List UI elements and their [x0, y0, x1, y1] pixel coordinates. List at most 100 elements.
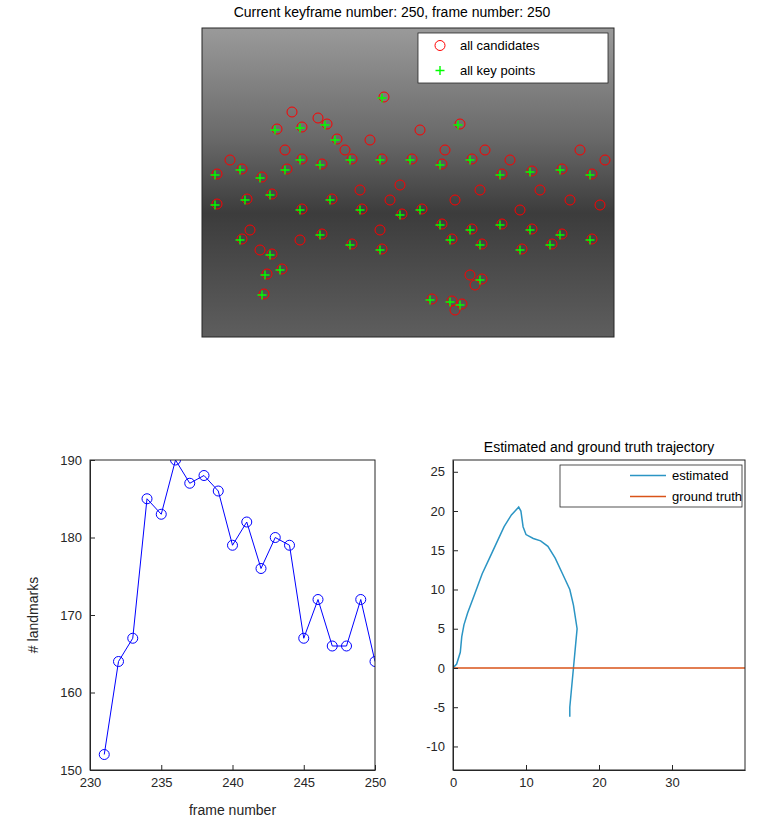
data-point — [297, 204, 307, 214]
y-tick-mark — [90, 538, 95, 539]
data-point — [355, 185, 365, 195]
data-point — [236, 166, 245, 175]
data-point — [395, 180, 405, 190]
data-point — [317, 159, 327, 169]
x-tick: 240 — [222, 765, 244, 790]
y-tick-mark — [453, 629, 458, 630]
x-axis-title: frame number — [189, 802, 276, 818]
y-tick-label: 150 — [60, 763, 82, 778]
data-point — [256, 564, 266, 574]
data-point — [556, 231, 565, 240]
data-point — [262, 269, 272, 279]
data-point — [515, 205, 525, 215]
data-point — [407, 154, 417, 164]
data-point — [505, 155, 515, 165]
y-tick-label: 15 — [431, 543, 445, 558]
plot-frame — [202, 28, 614, 337]
data-point — [556, 166, 565, 175]
data-point — [267, 249, 277, 259]
data-point — [457, 299, 467, 309]
data-point — [272, 124, 282, 134]
data-point — [526, 168, 535, 177]
data-point — [228, 540, 238, 550]
data-point — [437, 159, 447, 169]
data-point — [257, 172, 267, 182]
image-panel: Current keyframe number: 250, frame numb… — [202, 4, 614, 337]
y-tick: -10 — [426, 739, 458, 754]
data-point — [516, 246, 525, 255]
data-point — [171, 460, 181, 465]
plot-area — [99, 460, 375, 760]
y-tick-mark — [453, 589, 458, 590]
data-point — [496, 171, 505, 180]
y-axis-line — [453, 461, 454, 771]
points — [211, 92, 611, 315]
data-point — [370, 657, 375, 667]
data-point — [346, 156, 355, 165]
plot-frame — [90, 460, 375, 770]
data-point — [280, 145, 290, 155]
landmarks-panel: 230235240245250150160170180190frame numb… — [25, 453, 386, 818]
chart-title: Current keyframe number: 250, frame numb… — [234, 4, 551, 20]
x-tick-mark — [599, 765, 600, 770]
data-point — [456, 301, 465, 310]
data-point — [270, 533, 280, 543]
x-tick-mark — [233, 765, 234, 770]
data-point — [212, 199, 222, 209]
data-point — [466, 156, 475, 165]
data-point — [546, 241, 555, 250]
y-tick-label: 180 — [60, 530, 82, 545]
data-point — [236, 236, 245, 245]
data-point — [575, 145, 585, 155]
x-tick-mark — [672, 765, 673, 770]
data-point — [296, 124, 305, 133]
y-tick-label: 190 — [60, 453, 82, 468]
x-tick-label: 230 — [80, 775, 102, 790]
data-point — [212, 169, 222, 179]
data-point — [267, 189, 277, 199]
x-tick-label: 30 — [665, 775, 679, 790]
x-axis-line — [454, 770, 746, 771]
x-tick: 245 — [293, 765, 315, 790]
data-point — [211, 201, 220, 210]
data-point — [297, 154, 307, 164]
legend-label: all key points — [460, 63, 536, 78]
y-tick-label: 170 — [60, 608, 82, 623]
data-point — [114, 657, 124, 667]
data-point — [475, 185, 485, 195]
data-point — [385, 195, 395, 205]
data-point — [242, 194, 252, 204]
y-tick-mark — [453, 472, 458, 473]
data-point — [313, 595, 323, 605]
y-tick-label: 10 — [431, 582, 445, 597]
data-point — [271, 126, 280, 135]
data-point — [331, 136, 340, 145]
data-point — [527, 166, 537, 176]
data-point — [426, 296, 435, 305]
legend-symbol — [435, 41, 445, 51]
x-axis: 0102030 — [450, 765, 746, 790]
data-point — [454, 121, 463, 130]
data-line — [453, 667, 745, 669]
data-point — [99, 750, 109, 760]
data-point — [527, 224, 537, 234]
data-point — [535, 185, 545, 195]
x-tick-label: 240 — [222, 775, 244, 790]
legend-label: all candidates — [460, 38, 540, 53]
x-tick-mark — [375, 765, 376, 770]
y-tick: 150 — [60, 763, 95, 778]
legend-symbol — [436, 66, 445, 75]
data-point — [261, 271, 270, 280]
data-point — [237, 164, 247, 174]
y-tick-mark — [453, 668, 458, 669]
data-point — [297, 122, 307, 132]
data-point — [465, 270, 475, 280]
y-tick-mark — [453, 550, 458, 551]
data-point — [586, 236, 595, 245]
data-point — [299, 633, 309, 643]
data-point — [455, 119, 465, 129]
data-point — [377, 154, 387, 164]
plot-area — [453, 507, 745, 717]
x-tick-label: 245 — [293, 775, 315, 790]
data-point — [281, 166, 290, 175]
